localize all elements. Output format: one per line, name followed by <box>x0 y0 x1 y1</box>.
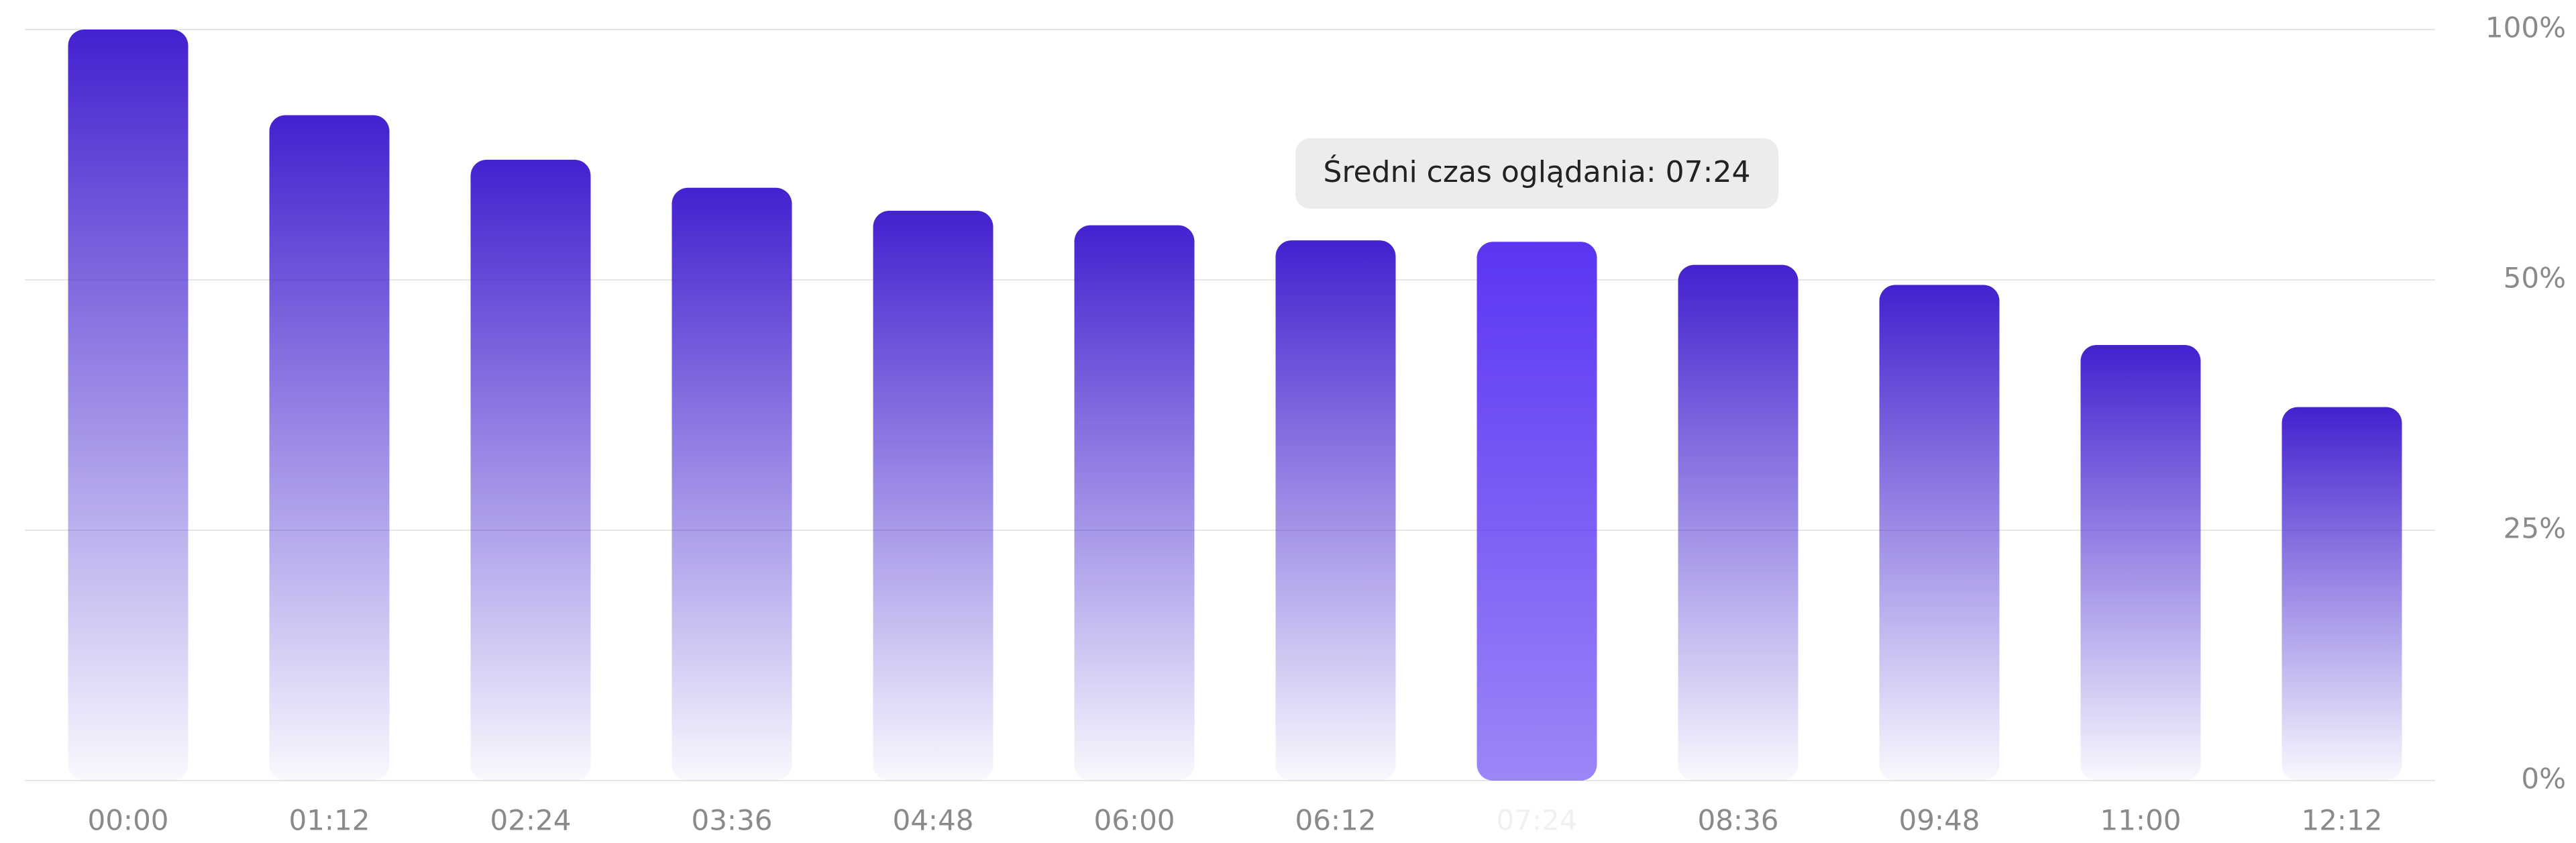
bar <box>2080 344 2201 781</box>
x-tick-label: 03:36 <box>691 804 772 837</box>
y-tick-label: 25% <box>2504 512 2566 545</box>
x-tick-label: 06:12 <box>1295 804 1376 837</box>
x-tick-label: 08:36 <box>1697 804 1778 837</box>
x-tick-label: 01:12 <box>288 804 370 837</box>
x-tick-label: 04:48 <box>892 804 973 837</box>
y-tick-label: 0% <box>2521 762 2566 795</box>
y-tick-label: 50% <box>2504 262 2566 295</box>
bar <box>1275 240 1396 781</box>
x-tick-label: 11:00 <box>2100 804 2181 837</box>
y-tick-label: 100% <box>2485 11 2566 44</box>
tooltip-text: Średni czas oglądania: 07:24 <box>1324 154 1751 189</box>
tooltip-box <box>1295 138 1778 209</box>
x-tick-label: 00:00 <box>87 804 168 837</box>
x-tick-label: 06:00 <box>1093 804 1175 837</box>
x-tick-label: 12:12 <box>2301 804 2382 837</box>
bar <box>470 159 591 781</box>
bar <box>1678 264 1799 781</box>
x-tick-label: 09:48 <box>1898 804 1980 837</box>
bar <box>672 187 792 781</box>
bar <box>269 115 390 781</box>
bar <box>2282 407 2402 781</box>
bar <box>1477 242 1597 781</box>
x-tick-label: 02:24 <box>490 804 571 837</box>
x-tick-label: 07:24 <box>1496 804 1577 837</box>
bar <box>1074 225 1195 781</box>
bar <box>873 211 994 781</box>
bar <box>68 30 189 781</box>
bar <box>1879 285 2000 781</box>
